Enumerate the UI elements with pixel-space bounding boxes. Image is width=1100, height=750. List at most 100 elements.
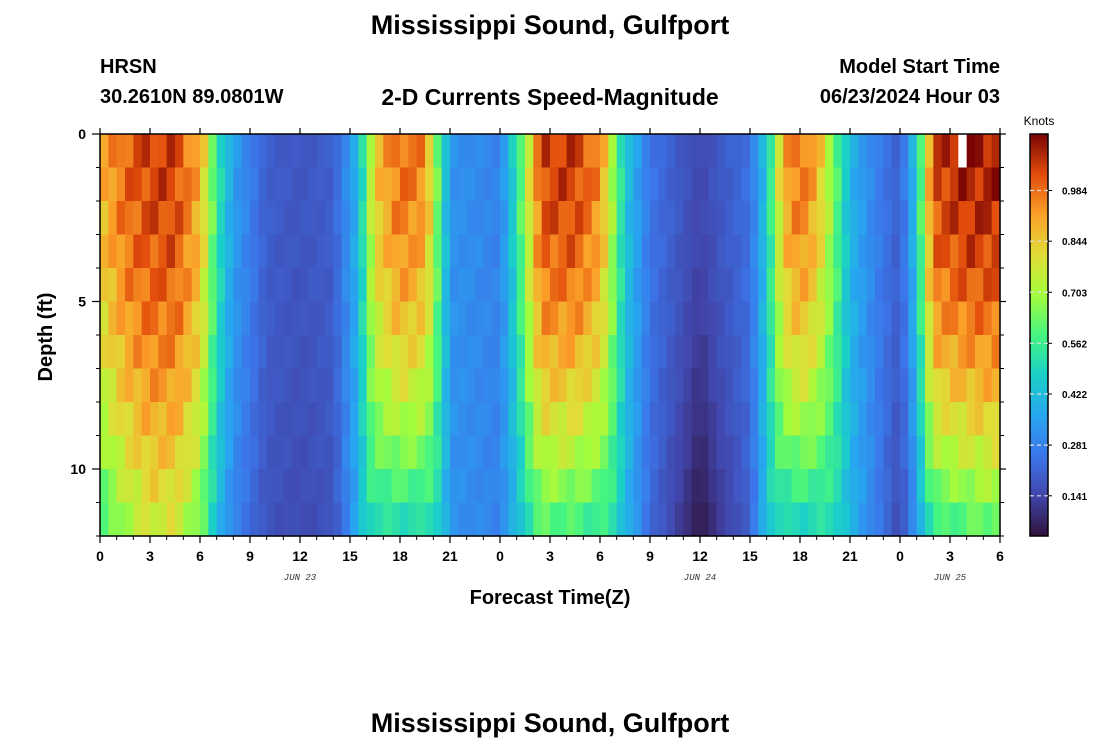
heatmap-cell [491,268,501,303]
heatmap-cell [241,435,251,470]
heatmap-cell [825,435,834,470]
heatmap-cell [816,134,826,169]
heatmap-cell [108,167,118,202]
heatmap-cell [500,368,509,403]
heatmap-cell [308,201,318,236]
heatmap-cell [366,435,376,470]
heatmap-cell [591,268,601,303]
heatmap-cell [841,201,851,236]
heatmap-cell [816,201,826,236]
heatmap-cell [200,301,209,336]
heatmap-cell [225,134,234,169]
heatmap-cell [891,368,901,403]
x-tick-label: 3 [146,548,154,564]
heatmap-cell [133,301,143,336]
heatmap-cell [200,201,209,236]
heatmap-cell [516,368,526,403]
heatmap-cell [558,234,568,269]
heatmap-cell [233,268,243,303]
heatmap-cell [300,268,309,303]
heatmap-cell [375,368,384,403]
heatmap-cell [991,402,1001,437]
heatmap-cell [441,167,451,202]
heatmap-cell [541,167,551,202]
heatmap-cell [508,234,518,269]
heatmap-cell [933,167,943,202]
heatmap-cell [100,469,109,504]
heatmap-cell [533,201,543,236]
heatmap-cell [116,435,126,470]
heatmap-cell [516,201,526,236]
heatmap-cell [341,368,351,403]
heatmap-cell [741,167,751,202]
heatmap-cell [533,134,543,169]
heatmap-cell [683,402,693,437]
heatmap-cell [975,234,984,269]
heatmap-cell [200,335,209,370]
heatmap-cell [300,469,309,504]
heatmap-cell [158,301,168,336]
heatmap-cell [233,402,243,437]
heatmap-cell [433,134,443,169]
heatmap-cell [700,435,709,470]
day-label: JUN 23 [284,573,317,583]
heatmap-cell [350,268,359,303]
heatmap-cell [591,201,601,236]
heatmap-cell [516,502,526,537]
heatmap-cell [900,335,909,370]
heatmap-cell [791,502,801,537]
heatmap-cell [391,469,401,504]
heatmap-cell [791,301,801,336]
heatmap-cell [983,134,993,169]
heatmap-cell [541,368,551,403]
heatmap-cell [891,402,901,437]
heatmap-cell [966,201,976,236]
heatmap-cell [308,368,318,403]
heatmap-cell [941,469,951,504]
heatmap-cell [525,435,534,470]
heatmap-cell [783,134,793,169]
heatmap-cell [108,268,118,303]
heatmap-cell [725,502,734,537]
heatmap-cell [933,234,943,269]
heatmap-cell [641,234,651,269]
heatmap-cell [666,301,676,336]
heatmap-cell [958,502,968,537]
heatmap-cell [533,368,543,403]
heatmap-cell [800,469,809,504]
heatmap-cell [558,301,568,336]
heatmap-cell [391,335,401,370]
heatmap-cell [175,268,184,303]
heatmap-cell [641,335,651,370]
heatmap-cell [508,301,518,336]
heatmap-cell [641,502,651,537]
heatmap-cell [691,134,701,169]
heatmap-cell [550,301,559,336]
heatmap-cell [416,502,426,537]
heatmap-cell [550,435,559,470]
heatmap-cell [650,167,659,202]
heatmap-cell [450,368,459,403]
heatmap-cell [133,134,143,169]
heatmap-cell [633,368,643,403]
heatmap-cell [483,134,493,169]
heatmap-cell [891,335,901,370]
heatmap-cell [841,301,851,336]
heatmap-cell [166,435,176,470]
heatmap-cell [558,335,568,370]
heatmap-cell [891,469,901,504]
heatmap-cell [533,335,543,370]
heatmap-cell [258,134,268,169]
heatmap-cell [366,368,376,403]
heatmap-cell [225,301,234,336]
heatmap-cell [708,435,718,470]
heatmap-cell [775,301,784,336]
heatmap-cell [791,402,801,437]
heatmap-cell [858,402,868,437]
heatmap-cell [783,268,793,303]
heatmap-cell [841,469,851,504]
heatmap-cells [100,134,1001,537]
heatmap-cell [741,201,751,236]
heatmap-cell [991,368,1001,403]
